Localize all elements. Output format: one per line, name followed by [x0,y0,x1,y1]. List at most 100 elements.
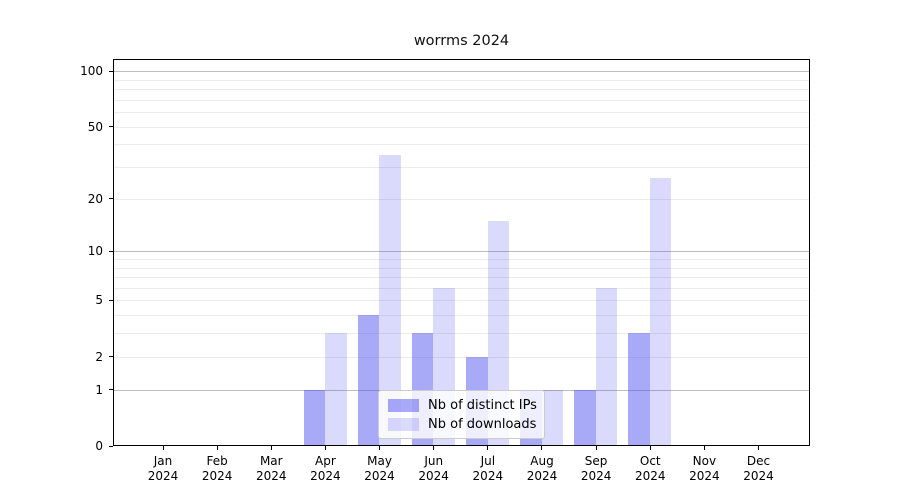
minor-gridline-80 [114,89,809,91]
major-gridline-10 [114,251,809,253]
x-tick-label-feb: Feb 2024 [190,454,244,484]
x-label-month: Jan [153,454,173,468]
minor-gridline-6 [114,287,809,289]
x-label-year: 2024 [472,469,504,483]
x-label-month: May [367,454,392,468]
x-label-month: Jun [424,454,444,468]
y-tick-mark-5 [109,299,113,301]
legend-label-downloads: Nb of downloads [428,416,537,432]
y-tick-label-1: 1 [95,382,103,397]
bar-oct-ips [628,333,650,445]
x-tick-label-sep: Sep 2024 [569,454,623,484]
x-label-month: Dec [746,454,771,468]
x-tick-mark-nov [703,446,705,450]
legend-swatch-downloads [388,417,419,431]
x-label-month: Feb [206,454,228,468]
minor-gridline-60 [114,112,809,114]
x-label-year: 2024 [147,469,179,483]
x-label-year: 2024 [201,469,233,483]
y-tick-mark-1 [109,389,113,391]
minor-gridline-90 [114,79,809,81]
x-tick-label-dec: Dec 2024 [732,454,786,484]
y-tick-label-2: 2 [95,349,103,364]
x-label-year: 2024 [310,469,341,483]
y-tick-label-50: 50 [87,119,103,134]
y-tick-label-0: 0 [95,439,103,453]
bar-apr-downloads [325,333,347,445]
minor-gridline-20 [114,198,809,200]
x-label-month: Sep [584,454,608,468]
x-tick-mark-oct [649,446,651,450]
x-label-month: Mar [259,454,283,468]
x-label-month: Nov [692,454,717,468]
legend: Nb of distinct IPs Nb of downloads [378,390,545,439]
legend-entry-downloads: Nb of downloads [388,417,544,432]
x-label-month: Oct [639,454,661,468]
minor-gridline-40 [114,144,809,146]
minor-gridline-9 [114,259,809,260]
x-label-year: 2024 [689,469,720,483]
y-tick-mark-100 [109,70,113,72]
y-tick-label-10: 10 [87,244,103,259]
minor-gridline-5 [114,300,809,302]
x-tick-mark-may [379,446,381,450]
x-label-year: 2024 [580,469,612,483]
x-tick-label-nov: Nov 2024 [677,454,731,484]
minor-gridline-70 [114,99,809,101]
minor-gridline-8 [114,267,809,269]
x-tick-mark-feb [216,446,218,450]
x-tick-label-jul: Jul 2024 [461,454,515,484]
y-tick-label-100: 100 [80,64,103,79]
minor-gridline-50 [114,126,809,128]
x-tick-mark-jun [433,446,435,450]
x-label-year: 2024 [418,469,449,483]
minor-gridline-4 [114,315,809,317]
x-label-year: 2024 [743,469,774,483]
bar-oct-downloads [649,178,672,445]
x-label-month: Aug [530,454,554,468]
y-tick-mark-10 [109,250,113,252]
chart-title: worrms 2024 [413,33,510,49]
x-tick-label-jan: Jan 2024 [136,454,190,484]
y-tick-label-5: 5 [95,293,103,308]
x-label-year: 2024 [634,469,666,483]
x-tick-label-oct: Oct 2024 [623,454,677,484]
x-tick-mark-sep [595,446,597,450]
x-tick-mark-jul [487,446,489,450]
y-tick-mark-20 [109,198,113,200]
x-tick-mark-apr [324,446,326,450]
y-tick-mark-50 [109,126,113,128]
legend-swatch-distinct-ips [388,398,419,412]
x-tick-label-jun: Jun 2024 [407,454,461,484]
y-tick-label-20: 20 [87,191,103,206]
bar-aug-downloads [541,389,564,445]
x-tick-mark-aug [541,446,543,450]
major-gridline-100 [114,71,809,73]
x-label-year: 2024 [526,469,558,483]
bar-may-downloads [379,154,401,445]
legend-label-distinct-ips: Nb of distinct IPs [428,397,537,413]
x-tick-label-apr: Apr 2024 [298,454,352,484]
plot-area [113,59,810,446]
bar-may-ips [357,315,380,445]
y-tick-mark-2 [109,356,113,358]
x-tick-mark-dec [758,446,760,450]
x-tick-mark-mar [270,446,272,450]
x-label-month: Apr [315,454,336,468]
bar-sep-downloads [595,287,618,445]
minor-gridline-7 [114,277,809,279]
x-tick-label-may: May 2024 [353,454,407,484]
x-tick-label-mar: Mar 2024 [244,454,298,484]
x-tick-mark-jan [162,446,164,450]
x-label-year: 2024 [364,469,395,483]
minor-gridline-3 [114,333,809,335]
bar-jul-downloads [487,220,510,445]
x-label-month: Jul [480,454,496,468]
legend-entry-distinct-ips: Nb of distinct IPs [388,398,544,413]
x-tick-label-aug: Aug 2024 [515,454,569,484]
y-tick-mark-0 [109,445,113,447]
bar-sep-ips [574,389,596,445]
minor-gridline-30 [114,167,809,169]
minor-gridline-2 [114,356,809,358]
